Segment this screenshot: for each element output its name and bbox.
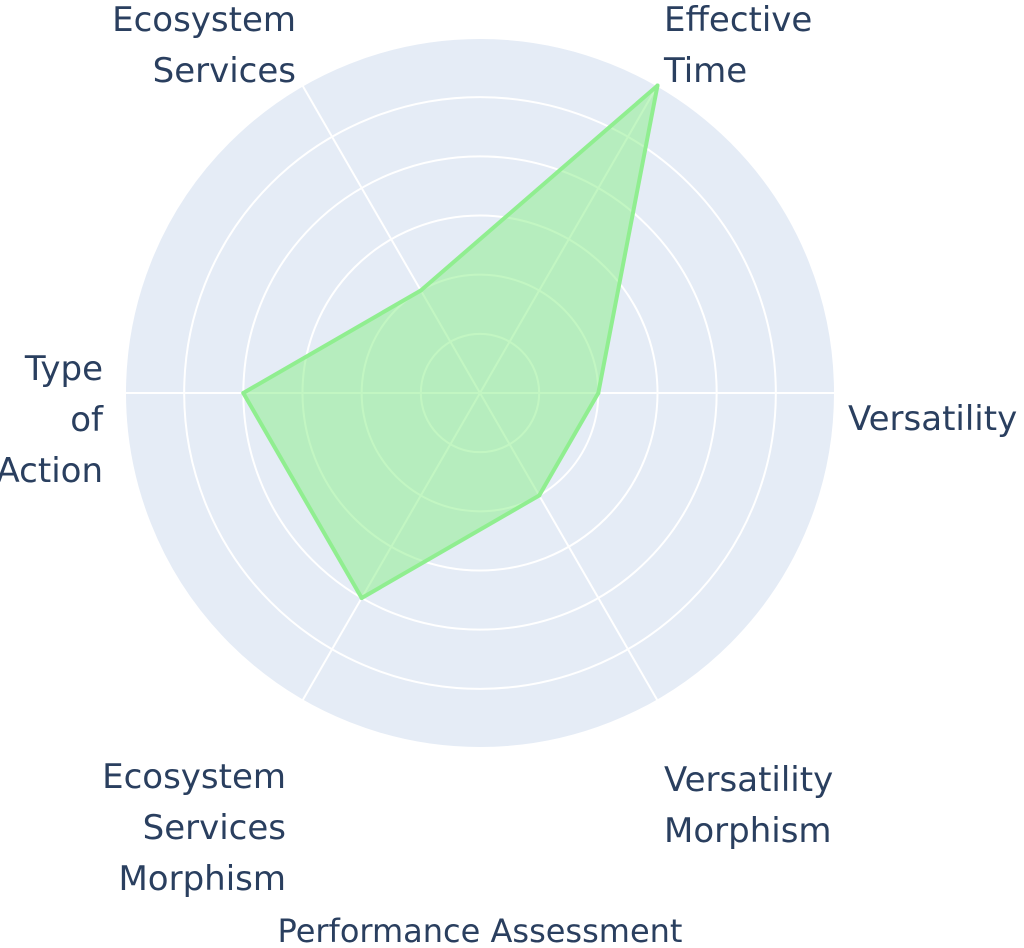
- axis-label-line: Morphism: [664, 811, 832, 851]
- axis-label-line: Morphism: [118, 859, 286, 899]
- data-point-ecosystem-services-morphism: [359, 595, 364, 600]
- data-point-type-of-action: [241, 391, 246, 395]
- axis-label-line: of: [70, 400, 104, 440]
- chart-title: Performance Assessment: [278, 912, 683, 948]
- axis-label-line: Ecosystem: [102, 757, 286, 797]
- series-layer: [241, 83, 660, 600]
- axis-label-ecosystem-services-morphism: Ecosystem Services Morphism: [102, 757, 286, 899]
- axis-label-line: Services: [153, 51, 296, 91]
- data-point-versatility: [596, 391, 601, 395]
- axis-label-line: Versatility: [664, 760, 833, 800]
- axis-labels: Versatility Effective Time Ecosystem Service…: [0, 0, 1017, 899]
- axis-label-versatility: Versatility: [848, 399, 1017, 439]
- axis-label-versatility-morphism: Versatility Morphism: [664, 760, 833, 851]
- axis-label-line: Ecosystem: [112, 0, 296, 40]
- axis-label-effective-time: Effective Time: [663, 0, 812, 91]
- axis-label-line: Versatility: [848, 399, 1017, 439]
- axis-label-ecosystem-services: Ecosystem Services: [112, 0, 296, 91]
- axis-label-type-of-action: Type of Action: [0, 349, 104, 491]
- axis-label-line: Services: [143, 808, 286, 848]
- axis-label-line: Action: [0, 451, 103, 491]
- axis-label-line: Time: [663, 51, 747, 91]
- data-point-effective-time: [655, 83, 660, 88]
- axis-label-line: Effective: [664, 0, 812, 40]
- data-point-versatility-morphism: [537, 493, 542, 498]
- axis-label-line: Type: [24, 349, 103, 389]
- data-point-ecosystem-services: [418, 288, 423, 293]
